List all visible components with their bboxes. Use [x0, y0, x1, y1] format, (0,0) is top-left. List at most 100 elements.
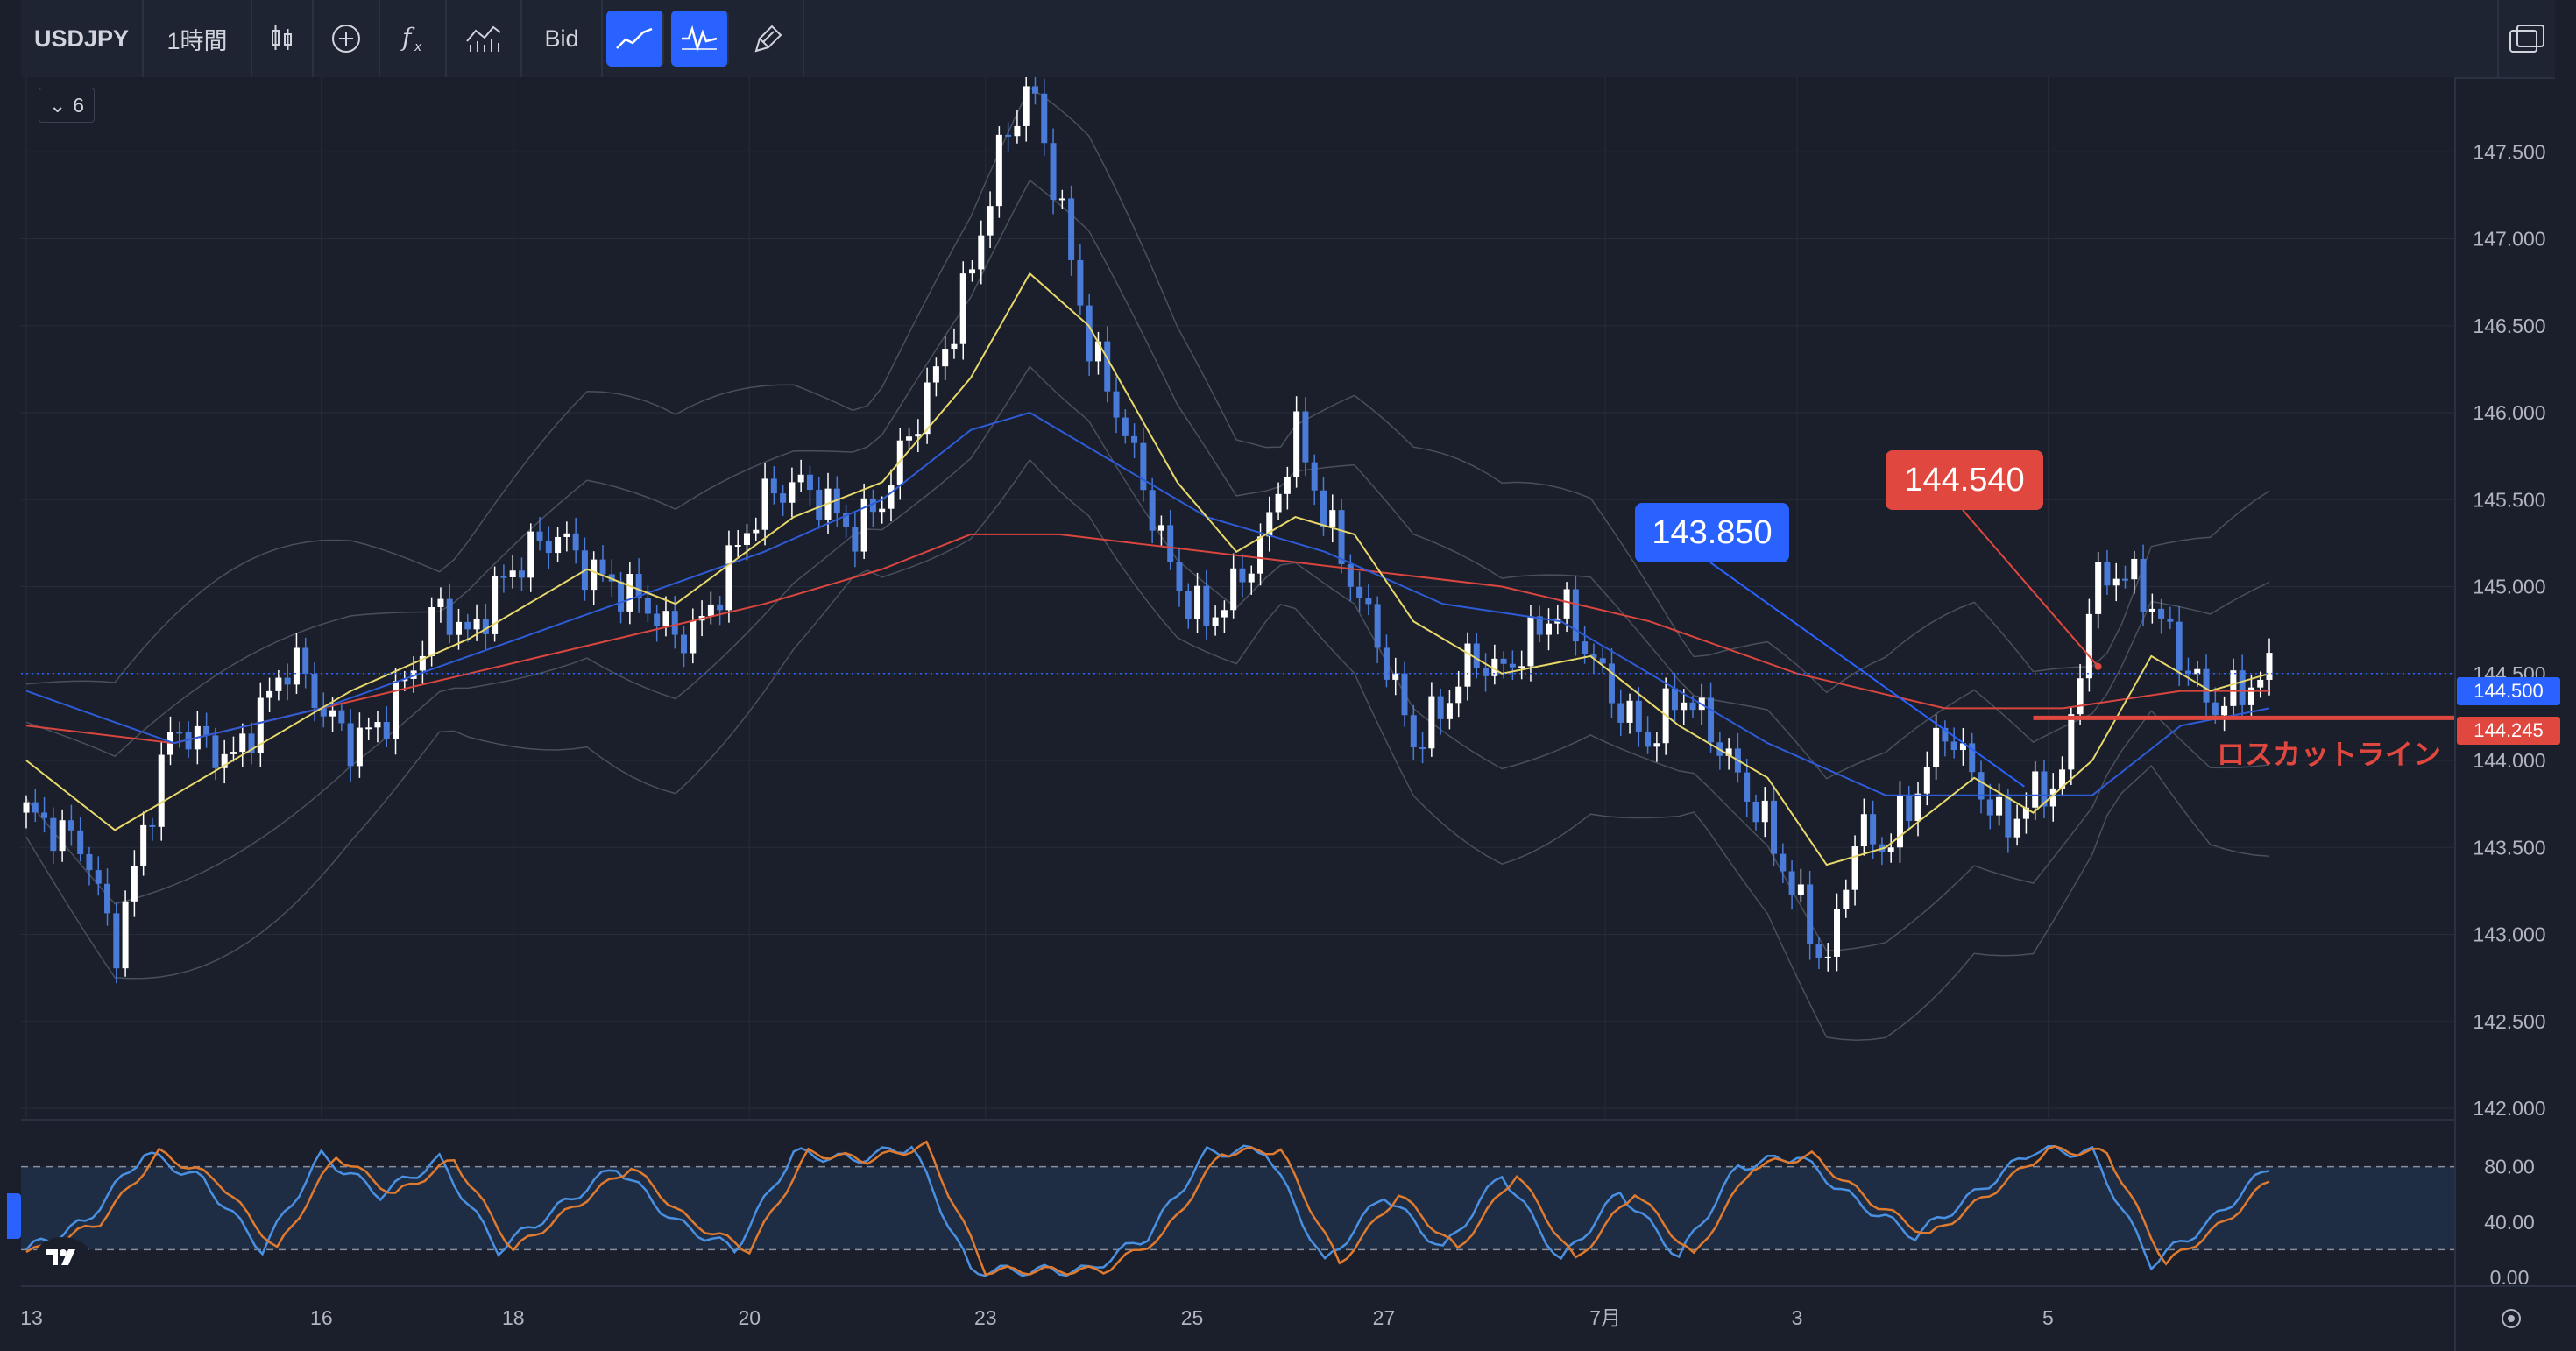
candle-body: [1419, 746, 1426, 749]
candle-body: [1058, 198, 1065, 201]
candle-body: [1185, 591, 1192, 619]
candle-body: [1807, 884, 1814, 945]
candle-body: [41, 812, 48, 818]
candles-icon[interactable]: [252, 0, 314, 77]
candle-body: [536, 531, 543, 541]
tradingview-logo-icon[interactable]: [35, 1237, 91, 1277]
price-scale[interactable]: 148.000147.500147.000146.500146.000145.5…: [2473, 77, 2545, 1120]
time-label: 3: [1792, 1306, 1803, 1329]
candle-body: [797, 474, 804, 483]
candle-body: [1167, 525, 1174, 562]
moving-averages: [25, 272, 2270, 866]
candle-body: [932, 366, 939, 383]
brush-icon[interactable]: [734, 0, 804, 77]
losscut-line-label: ロスカットライン: [2217, 739, 2442, 770]
candle-body: [158, 754, 165, 827]
candle-body: [50, 817, 57, 852]
candle-body: [23, 802, 30, 813]
indicator-count: 6: [73, 93, 85, 117]
candle-body: [221, 753, 228, 768]
candle-body: [1023, 86, 1030, 126]
candle-body: [320, 708, 327, 717]
time-scale[interactable]: 13 16 18 20 23 25 27 7月 3 5: [20, 1306, 2054, 1329]
candle-body: [86, 853, 93, 871]
candle-body: [437, 598, 444, 607]
price-label: 143.000: [2473, 923, 2545, 946]
candle-body: [1203, 585, 1210, 626]
collapse-panel-handle[interactable]: [7, 1193, 21, 1239]
price-label: 147.000: [2473, 228, 2545, 251]
candle-body: [1689, 702, 1696, 711]
candle-body: [978, 235, 985, 270]
oscillator-icon[interactable]: [671, 11, 729, 67]
candle-body: [1437, 696, 1444, 719]
symbol-button[interactable]: USDJPY: [21, 0, 144, 77]
candle-body: [284, 677, 291, 685]
candle-body: [401, 678, 408, 682]
settings-gear-icon[interactable]: [2502, 1309, 2521, 1328]
candle-body: [734, 545, 741, 548]
price-type-button[interactable]: Bid: [522, 0, 603, 77]
candle-body: [2158, 608, 2165, 619]
legend-toggle-button[interactable]: ⌄ 6: [39, 88, 95, 123]
candle-body: [1942, 727, 1949, 742]
candle-body: [833, 488, 840, 514]
candle-body: [915, 434, 922, 437]
candle-body: [311, 674, 318, 709]
candle-body: [1843, 889, 1850, 909]
candle-body: [1950, 741, 1957, 751]
losscut-price-tag: 144.245: [2457, 717, 2560, 745]
candle-body: [239, 733, 246, 753]
candle-body: [1959, 743, 1966, 751]
candle-body: [1671, 688, 1678, 711]
candle-body: [1221, 610, 1228, 618]
price-callout-blue[interactable]: 143.850: [1635, 503, 1789, 562]
candle-body: [1914, 793, 1921, 822]
trend-line-icon[interactable]: [606, 11, 664, 67]
candle-body: [104, 883, 111, 914]
candle-body: [1338, 510, 1345, 564]
candle-body: [1104, 341, 1111, 392]
candle-body: [717, 604, 724, 611]
price-callout-red[interactable]: 144.540: [1886, 450, 2043, 510]
layout-icon[interactable]: [2497, 0, 2555, 77]
price-label: 145.000: [2473, 576, 2545, 598]
candle-body: [176, 732, 183, 734]
candle-body: [1257, 536, 1264, 574]
candle-body: [1293, 411, 1300, 477]
add-indicator-icon[interactable]: [314, 0, 380, 77]
candle-body: [707, 604, 714, 616]
bollinger-line: [25, 179, 2270, 780]
candle-body: [59, 820, 66, 852]
chart-canvas[interactable]: 148.000147.500147.000146.500146.000145.5…: [0, 77, 2576, 1351]
candle-body: [2077, 678, 2084, 715]
candle-body: [122, 901, 129, 969]
candle-body: [509, 570, 516, 577]
candle-body: [1986, 799, 1993, 816]
candle-body: [2239, 670, 2246, 705]
current-price-tag: 144.500: [2457, 677, 2560, 705]
candle-body: [725, 545, 732, 611]
candle-body: [248, 733, 255, 753]
price-label: 142.500: [2473, 1010, 2545, 1033]
oscillator-scale[interactable]: 80.00 40.00 0.00: [2484, 1156, 2535, 1289]
candle-body: [1311, 462, 1318, 491]
time-label: 25: [1181, 1306, 1204, 1329]
interval-button[interactable]: 1時間: [144, 0, 252, 77]
candle-body: [608, 574, 615, 582]
candle-body: [1896, 796, 1903, 848]
candle-body: [1473, 643, 1480, 668]
candle-body: [1978, 772, 1985, 800]
candle-body: [1194, 585, 1201, 619]
candle-body: [1923, 767, 1930, 794]
candle-body: [32, 802, 39, 813]
candle-body: [951, 343, 958, 350]
candle-body: [95, 870, 102, 884]
templates-icon[interactable]: [447, 0, 522, 77]
candle-body: [77, 830, 84, 854]
candle-body: [2104, 562, 2111, 586]
candle-body: [888, 485, 895, 509]
candle-body: [959, 273, 966, 344]
candle-body: [816, 490, 823, 520]
